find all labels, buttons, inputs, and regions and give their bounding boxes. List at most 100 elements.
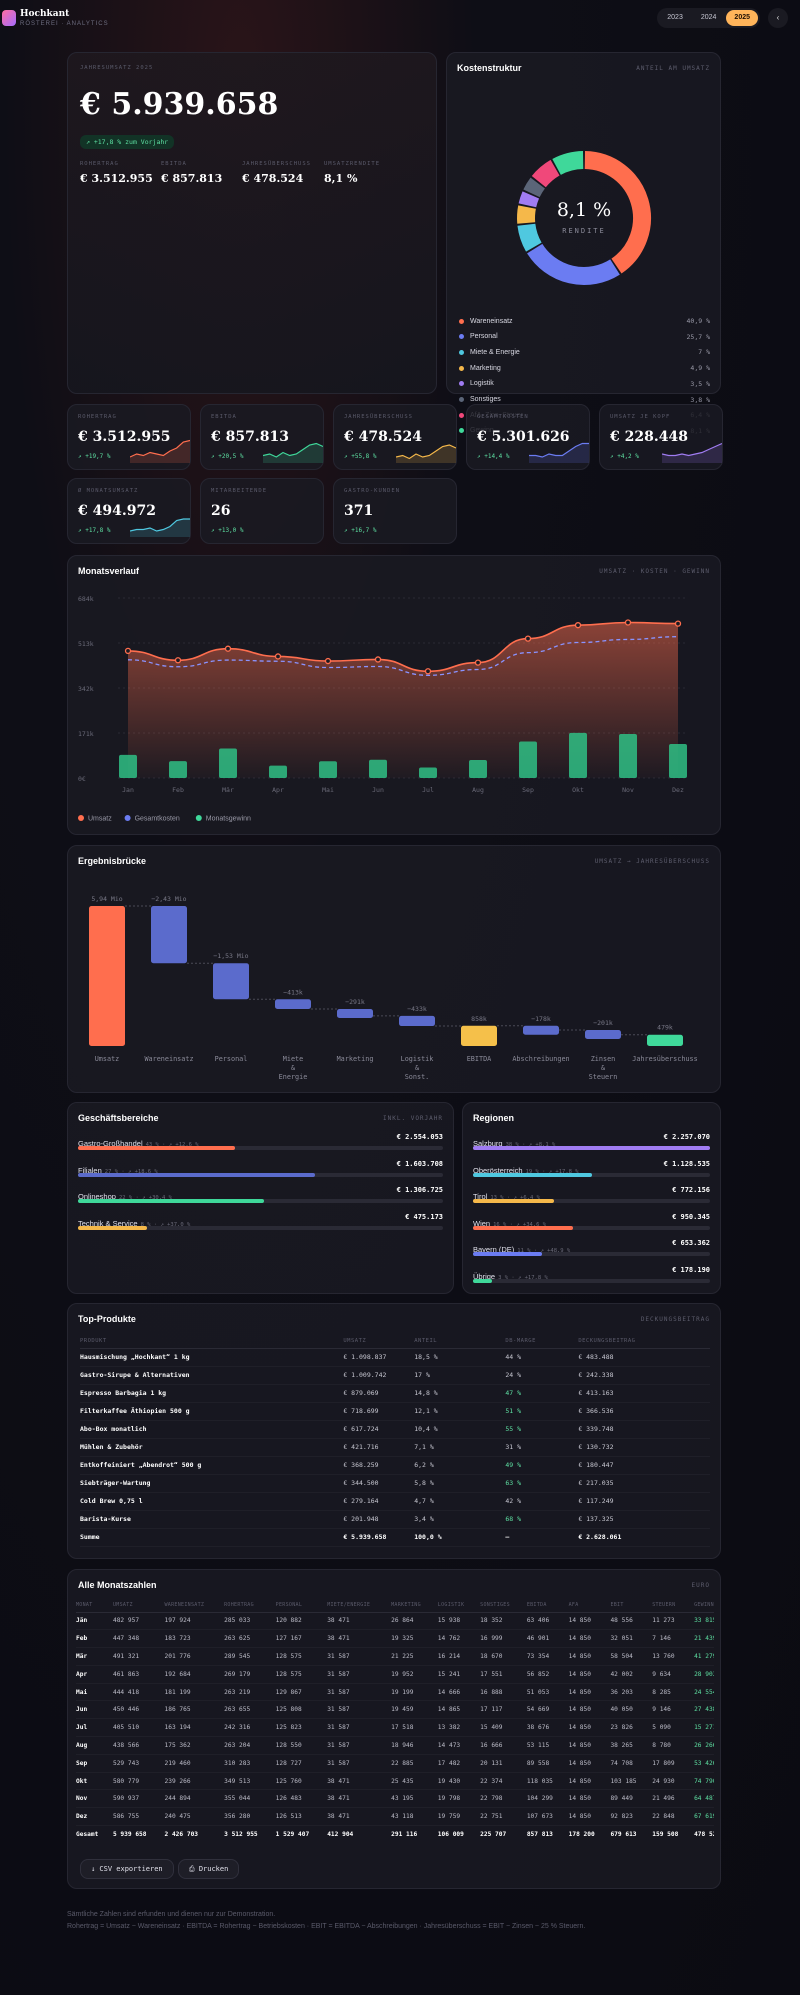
product-row[interactable]: Espresso Barbagia 1 kg € 879.069 14,8 % 47 … [80, 1384, 710, 1403]
legend-dot [459, 318, 464, 324]
regions-name: Tirol [473, 1192, 488, 1201]
kpi-label: JAHRESÜBERSCHUSS [344, 414, 413, 420]
product-row[interactable]: Mühlen & Zubehör € 421.716 7,1 % 31 % € 130.… [80, 1438, 710, 1457]
sparkline-area [130, 519, 190, 537]
year-button-2024[interactable]: 2024 [700, 14, 717, 21]
monthly-cell: 14 850 [568, 1789, 611, 1809]
bridge-bar-zinsen-steuern [585, 1029, 621, 1039]
product-cell: 14,8 % [414, 1384, 506, 1403]
monthly-cell: 14 850 [568, 1647, 611, 1666]
kpi-value: € 3.512.955 [78, 429, 171, 445]
monthly-cell: 17 809 [652, 1754, 695, 1773]
year-button-2023[interactable]: 2023 [667, 14, 683, 21]
product-row[interactable]: Cold Brew 0,75 l € 279.164 4,7 % 42 % € 117.… [80, 1492, 710, 1511]
print-button[interactable]: ⎙ Drucken [178, 1859, 240, 1879]
profit-bar-Feb [169, 761, 187, 778]
monthly-cell: Sep [76, 1754, 113, 1773]
monthly-sum-cell: 1 529 407 [275, 1825, 328, 1836]
monthly-sum-cell: 5 939 658 [112, 1825, 165, 1836]
cost-legend-item-sonstiges: Sonstiges 3,8 % [459, 394, 710, 406]
bridge-label-line: Sonst. [405, 1073, 430, 1081]
kpi-change: ↗ +4,2 % [610, 453, 639, 460]
cost-donut-chart [517, 151, 651, 285]
regions-name: Salzburg [473, 1139, 503, 1148]
monthly-cell: 73 354 [526, 1647, 569, 1666]
segments-track [78, 1172, 443, 1177]
monthly-cell: 25 435 [391, 1772, 438, 1791]
regions-title: Regionen [473, 1113, 515, 1123]
hero-kpi-jahresueberschuss: JAHRESÜBERSCHUSS € 478.524 [242, 161, 311, 185]
legend-dot [459, 334, 464, 340]
csv-export-button[interactable]: ↓ CSV exportieren [80, 1859, 174, 1879]
segments-hint: INKL. VORJAHR [383, 1115, 443, 1122]
monthly-col-logistik: LOGISTIK [437, 1598, 481, 1613]
legend-dot [459, 365, 464, 371]
profit-bar-Mai [319, 761, 337, 778]
monthly-cell: 263 219 [224, 1683, 276, 1702]
year-button-2025[interactable]: 2025 [726, 10, 758, 26]
monthly-cell: 17 117 [480, 1700, 527, 1720]
product-row[interactable]: Abo-Box monatlich € 617.724 10,4 % 55 % € 33… [80, 1420, 710, 1439]
product-cell: € 366.536 [578, 1402, 710, 1421]
products-col-db-marge: DB-MARGE [505, 1334, 579, 1349]
kpi-label: GESAMTKOSTEN [477, 414, 529, 420]
product-cell: 55 % [505, 1420, 579, 1439]
kpi-change: ↗ +55,8 % [344, 453, 377, 460]
legend-pct: 4,9 % [690, 364, 710, 373]
product-row[interactable]: Filterkaffee Äthiopien 500 g € 718.699 12,… [80, 1402, 710, 1421]
regions-track [473, 1252, 710, 1256]
monthly-cell: 26 864 [391, 1612, 438, 1631]
legend-name: Miete & Energie [470, 348, 520, 356]
revenue-point-Mai [324, 657, 332, 665]
legend-dot [459, 349, 464, 355]
monthly-sum-cell: 106 009 [437, 1825, 481, 1836]
bridge-label-line: EBITDA [467, 1055, 492, 1063]
segments-track [78, 1225, 443, 1230]
product-cell: Mühlen & Zubehör [80, 1438, 344, 1457]
monthly-cell: 590 937 [112, 1789, 165, 1809]
collapse-button[interactable]: ‹ [768, 8, 788, 28]
product-cell: 42 % [505, 1492, 579, 1511]
monthly-cell: Okt [76, 1772, 113, 1791]
product-row[interactable]: Hausmischung „Hochkant“ 1 kg € 1.098.837 1… [80, 1348, 710, 1367]
monthly-cell: 447 348 [112, 1629, 165, 1649]
donut-slice-afa-zins-steuer [531, 159, 560, 188]
products-sum-cell: € 5.939.658 [343, 1527, 415, 1547]
brand-subtitle: RÖSTEREI · ANALYTICS [20, 21, 109, 27]
hero-label: JAHRESUMSATZ 2025 [80, 65, 154, 71]
kpi-card-mitarbeitende: MITARBEITENDE 26 ↗ +13,0 % [200, 478, 324, 544]
segments-row-filialen: Filialen 27 % · ↗ +18,6 % € 1.603.708 [78, 1160, 443, 1184]
kpi-value: € 494.972 [78, 503, 156, 519]
monthly-cell: 19 759 [437, 1807, 481, 1827]
monthly-cell: 18 352 [480, 1612, 527, 1631]
monthly-cell: 269 179 [224, 1665, 276, 1684]
monthly-cell: 38 265 [610, 1736, 653, 1755]
monthly-col-steuern: STEUERN [652, 1598, 695, 1613]
product-row[interactable]: Barista-Kurse € 201.948 3,4 % 68 % € 137.325 [80, 1510, 710, 1529]
revenue-point-Dez [674, 620, 682, 627]
legend-pct: 7 % [698, 348, 710, 357]
monthly-cell: 197 924 [164, 1612, 225, 1631]
product-row[interactable]: Gastro-Sirupe & Alternativen € 1.009.742 1… [80, 1366, 710, 1385]
regions-name: Oberösterreich [473, 1165, 523, 1175]
monthly-cell: 54 669 [526, 1700, 569, 1720]
monthly-cell: 21 496 [652, 1789, 695, 1809]
profit-bar-Aug [469, 760, 487, 778]
product-row[interactable]: Siebträger-Wartung € 344.500 5,8 % 63 % € 21… [80, 1474, 710, 1493]
product-row[interactable]: Entkoffeiniert „Abendrot“ 500 g € 368.259… [80, 1456, 710, 1475]
monthly-row: Feb 447 348 183 723 263 625 127 167 38 471 19 … [76, 1629, 714, 1649]
segments-meta: 8 % · ↗ +37,0 % [140, 1221, 191, 1228]
hero-kpi-rohertrag: ROHERTRAG € 3.512.955 [80, 161, 153, 185]
revenue-line [127, 621, 679, 673]
monthly-table-scroll[interactable]: MONAT UMSATZ WARENEINSATZ ROHERTRAG PERSONAL… [76, 1598, 714, 1836]
kpi-change: ↗ +13,0 % [211, 527, 244, 534]
cost-structure-title: Kostenstruktur [457, 63, 522, 73]
bridge-label-line: Wareneinsatz [144, 1055, 193, 1063]
product-cell: € 180.447 [578, 1456, 710, 1475]
products-col-umsatz: UMSATZ [343, 1334, 415, 1349]
monthly-cell: 16 888 [480, 1683, 527, 1702]
bridge-bar-ebitda [461, 1025, 497, 1046]
product-cell: 44 % [505, 1348, 579, 1367]
cost-structure-hint: ANTEIL AM UMSATZ [636, 65, 710, 72]
monthly-cell: 14 666 [437, 1683, 481, 1702]
